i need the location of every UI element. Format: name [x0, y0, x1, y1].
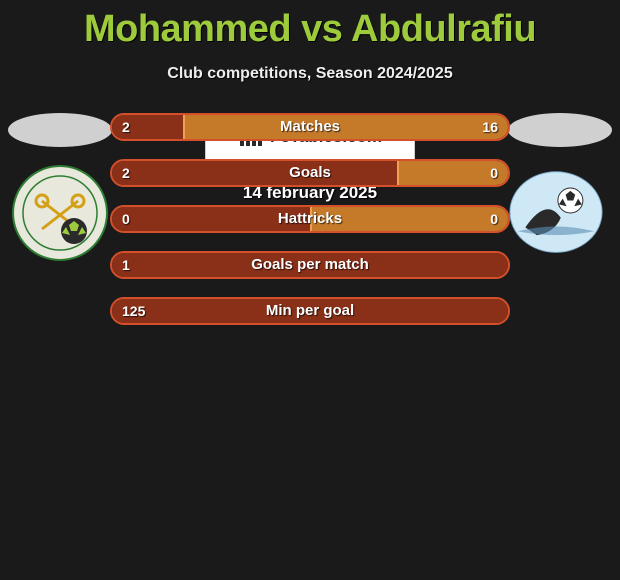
stat-row: 216Matches [110, 113, 510, 141]
stat-label: Goals per match [112, 253, 508, 277]
stat-row: 00Hattricks [110, 205, 510, 233]
stat-row: 20Goals [110, 159, 510, 187]
left-player-column [8, 113, 112, 261]
stat-label: Min per goal [112, 299, 508, 323]
right-player-column [508, 113, 612, 261]
subtitle: Club competitions, Season 2024/2025 [0, 65, 620, 83]
stat-label: Hattricks [112, 207, 508, 231]
stat-label: Goals [112, 161, 508, 185]
stat-row: 1Goals per match [110, 251, 510, 279]
right-club-logo [508, 165, 604, 261]
page-title: Mohammed vs Abdulrafiu [0, 0, 620, 51]
right-country-flag [508, 113, 612, 147]
stat-label: Matches [112, 115, 508, 139]
left-country-flag [8, 113, 112, 147]
stat-bars: 216Matches 20Goals 00Hattricks 1Goals per m… [110, 113, 510, 343]
stat-row: 125Min per goal [110, 297, 510, 325]
left-club-logo [12, 165, 108, 261]
